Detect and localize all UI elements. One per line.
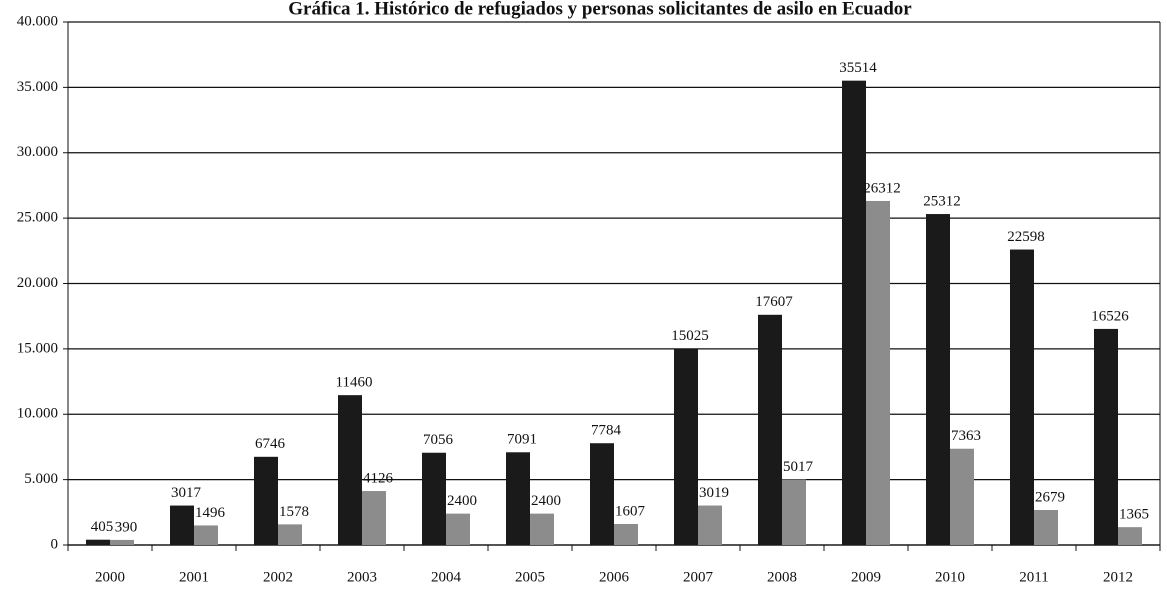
bar [1010,249,1034,546]
bar [842,80,866,545]
data-label: 26312 [863,180,901,196]
data-label: 15025 [671,328,709,344]
x-tick-label: 2012 [1103,569,1133,585]
bar [338,395,362,545]
x-tick-label: 2011 [1019,569,1048,585]
y-tick-label: 25.000 [17,210,58,226]
bar [1118,527,1142,545]
x-tick-label: 2000 [95,569,125,585]
data-label: 1578 [279,504,309,520]
data-label: 7784 [591,423,622,439]
x-tick-label: 2007 [683,569,714,585]
data-label: 17607 [755,294,793,310]
y-tick-label: 0 [51,536,59,552]
bar [422,452,446,545]
data-label: 2400 [447,493,477,509]
y-tick-label: 10.000 [17,406,58,422]
data-label: 1365 [1119,507,1149,523]
y-tick-label: 5.000 [24,471,58,487]
bar [614,523,638,545]
bar [194,525,218,545]
bar [1034,509,1058,545]
data-label: 2679 [1035,489,1065,505]
x-tick-label: 2005 [515,569,545,585]
data-label: 25312 [923,193,961,209]
data-label: 405 [91,519,114,535]
y-tick-label: 15.000 [17,340,58,356]
data-label: 1607 [615,503,646,519]
y-tick-label: 40.000 [17,13,58,29]
bar [590,443,614,545]
data-label: 7091 [507,432,537,448]
x-tick-label: 2006 [599,569,630,585]
bar [782,479,806,545]
x-tick-label: 2001 [179,569,209,585]
y-tick-label: 30.000 [17,144,58,160]
data-label: 22598 [1007,229,1045,245]
x-tick-label: 2010 [935,569,965,585]
x-tick-label: 2004 [431,569,462,585]
bar [698,505,722,545]
data-label: 3017 [171,485,202,501]
data-label: 7363 [951,428,981,444]
x-tick-label: 2002 [263,569,293,585]
bar [758,314,782,545]
data-label: 6746 [255,436,286,452]
x-tick-label: 2009 [851,569,881,585]
bar [362,491,386,545]
bar [530,513,554,545]
bar [110,539,134,545]
bar [254,456,278,545]
bar [278,524,302,545]
data-label: 390 [115,519,138,535]
data-label: 3019 [699,485,729,501]
chart-title: Gráfica 1. Histórico de refugiados y per… [288,0,912,19]
bar [446,513,470,545]
y-tick-label: 20.000 [17,275,58,291]
bar [674,348,698,545]
bar [866,200,890,546]
data-label: 7056 [423,432,454,448]
data-label: 5017 [783,459,814,475]
bar [1094,328,1118,545]
bar [926,214,950,545]
y-tick-label: 35.000 [17,79,58,95]
bar [170,505,194,545]
data-label: 2400 [531,493,561,509]
x-tick-label: 2008 [767,569,797,585]
x-tick-label: 2003 [347,569,377,585]
data-label: 4126 [363,470,394,486]
data-label: 11460 [336,375,373,391]
data-label: 1496 [195,505,226,521]
data-label: 35514 [839,60,877,76]
bar [950,448,974,545]
bar [506,452,530,545]
bar [86,539,110,545]
data-label: 16526 [1091,308,1129,324]
